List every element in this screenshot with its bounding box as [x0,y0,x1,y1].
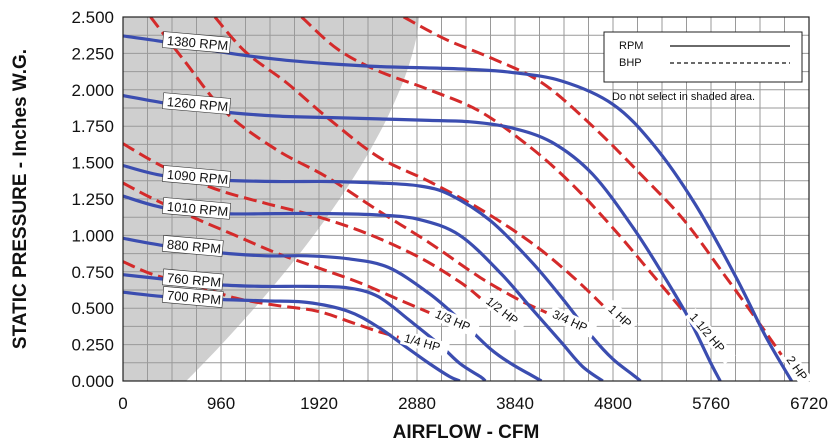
rpm-label: 880 RPM [162,235,224,257]
plot-border [122,16,810,382]
bhp-curve [300,17,686,314]
bhp-label-bg [399,330,450,357]
y-tick-label: 2.250 [71,44,114,63]
y-tick-label: 1.750 [71,117,114,136]
rpm-label: 700 RPM [162,286,224,308]
rpm-label: 760 RPM [162,268,224,291]
bhp-curve [402,17,783,356]
x-tick-label: 3840 [496,394,534,413]
rpm-label-bg [162,268,224,291]
rpm-label: 1380 RPM [162,31,232,54]
x-tick-label: 1920 [300,394,338,413]
rpm-label-bg [162,92,232,115]
rpm-label-text: 1010 RPM [166,199,228,219]
x-axis-title: AIRFLOW - CFM [393,422,540,443]
y-tick-label: 2.000 [71,81,114,100]
rpm-label: 1090 RPM [162,165,232,188]
rpm-label-text: 880 RPM [166,237,221,257]
rpm-label-bg [162,165,232,188]
rpm-label-text: 1090 RPM [166,167,228,187]
legend: RPM BHP [603,31,803,83]
y-tick-label: 1.000 [71,226,114,245]
y-tick-label: 0.750 [71,263,114,282]
bhp-label-bg [603,299,638,334]
rpm-label-text: 700 RPM [166,288,221,308]
rpm-curve [123,163,642,381]
rpm-label-bg [162,286,224,308]
y-axis-title: STATIC PRESSURE - Inches W.G. [10,49,31,349]
rpm-label-text: 1260 RPM [166,94,228,114]
rpm-label-bg [162,235,224,257]
bhp-label-bg [480,292,528,333]
bhp-curve [149,17,548,314]
y-tick-label: 0.250 [71,336,114,355]
x-tick-label: 2880 [398,394,436,413]
bhp-label-bg [430,305,480,338]
rpm-label: 1260 RPM [162,92,232,115]
rpm-label-bg [162,197,232,220]
bhp-label-bg [781,350,813,387]
rpm-label-text: 760 RPM [166,270,221,290]
bhp-label-bg [547,305,598,339]
x-tick-label: 0 [118,394,127,413]
y-tick-label: 0.000 [71,372,114,391]
y-tick-label: 1.500 [71,154,114,173]
legend-bhp-label: BHP [619,57,642,69]
rpm-label-text: 1380 RPM [166,33,228,53]
y-tick-label: 2.500 [71,8,114,27]
legend-box [603,31,803,83]
x-tick-label: 960 [207,394,235,413]
bhp-label-bg [684,307,736,365]
rpm-curve [123,94,722,381]
bhp-curve [213,17,604,307]
legend-rpm-label: RPM [619,40,643,52]
rpm-label: 1010 RPM [162,197,232,220]
rpm-curve [123,34,793,381]
x-tick-label: 6720 [790,394,828,413]
shaded-area-note: Do not select in shaded area. [612,91,755,103]
y-tick-label: 0.500 [71,299,114,318]
x-tick-label: 4800 [594,394,632,413]
bhp-label: 1 HP [603,299,638,334]
rpm-label-bg [162,31,232,54]
y-tick-label: 1.250 [71,190,114,209]
x-tick-label: 5760 [692,394,730,413]
